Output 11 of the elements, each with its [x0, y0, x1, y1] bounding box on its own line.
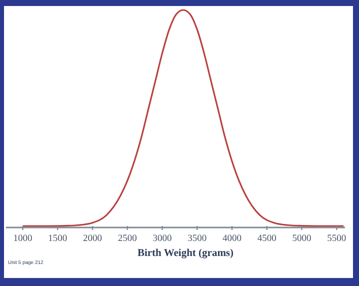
x-tick-label: 5000 — [292, 234, 312, 244]
x-tick-label: 3500 — [188, 234, 207, 244]
x-tick-label: 5500 — [327, 234, 346, 244]
x-tick-label: 2500 — [118, 234, 138, 244]
x-tick-label: 4000 — [222, 234, 242, 244]
x-tick-label: 3000 — [152, 234, 172, 244]
x-tick-label: 1500 — [48, 234, 68, 244]
x-tick-label: 4500 — [257, 234, 277, 244]
x-axis-title: Birth Weight (grams) — [137, 248, 234, 259]
x-tick-label: 1000 — [13, 234, 32, 244]
x-tick-label: 2000 — [82, 234, 102, 244]
